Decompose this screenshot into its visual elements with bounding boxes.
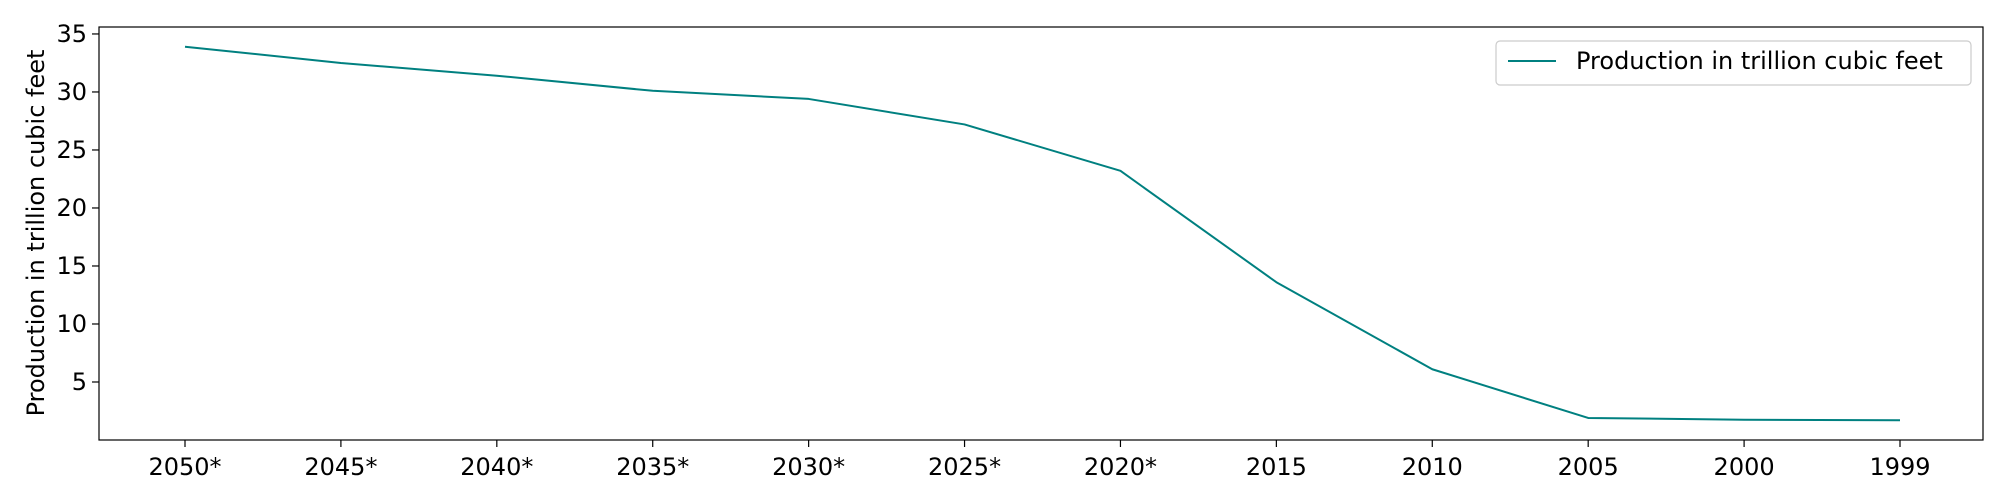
x-tick-label: 2000	[1714, 453, 1775, 481]
y-tick-label: 5	[72, 368, 87, 396]
y-axis-label: Production in trillion cubic feet	[22, 50, 50, 417]
series-line-0	[184, 45, 1901, 422]
y-tick-label: 25	[56, 136, 87, 164]
y-tick-label: 20	[56, 194, 87, 222]
x-tick-label: 2045*	[304, 453, 377, 481]
x-tick-label: 2025*	[928, 453, 1001, 481]
y-axis: 5 10 15 20 25 30 35	[56, 20, 99, 396]
y-tick-label: 15	[56, 252, 87, 280]
x-tick-label: 2010	[1402, 453, 1463, 481]
x-tick-label: 2015	[1246, 453, 1307, 481]
x-tick-label: 2035*	[616, 453, 689, 481]
x-tick-label: 1999	[1869, 453, 1930, 481]
plot-area	[98, 26, 1984, 441]
y-tick-label: 35	[56, 20, 87, 48]
legend-box	[1495, 40, 1972, 86]
x-tick-label: 2020*	[1084, 453, 1157, 481]
legend: Production in trillion cubic feet	[1495, 40, 1972, 86]
x-tick-label: 2050*	[148, 453, 221, 481]
y-tick-label: 30	[56, 78, 87, 106]
x-tick-label: 2005	[1558, 453, 1619, 481]
x-tick-label: 2040*	[460, 453, 533, 481]
y-tick-label: 10	[56, 310, 87, 338]
legend-entry-label: Production in trillion cubic feet	[1576, 47, 1943, 75]
x-tick-label: 2030*	[772, 453, 845, 481]
series-lines	[184, 45, 1901, 422]
x-axis: 2050* 2045* 2040* 2035* 2030* 2025* 2020* 2015 2…	[148, 440, 1931, 481]
